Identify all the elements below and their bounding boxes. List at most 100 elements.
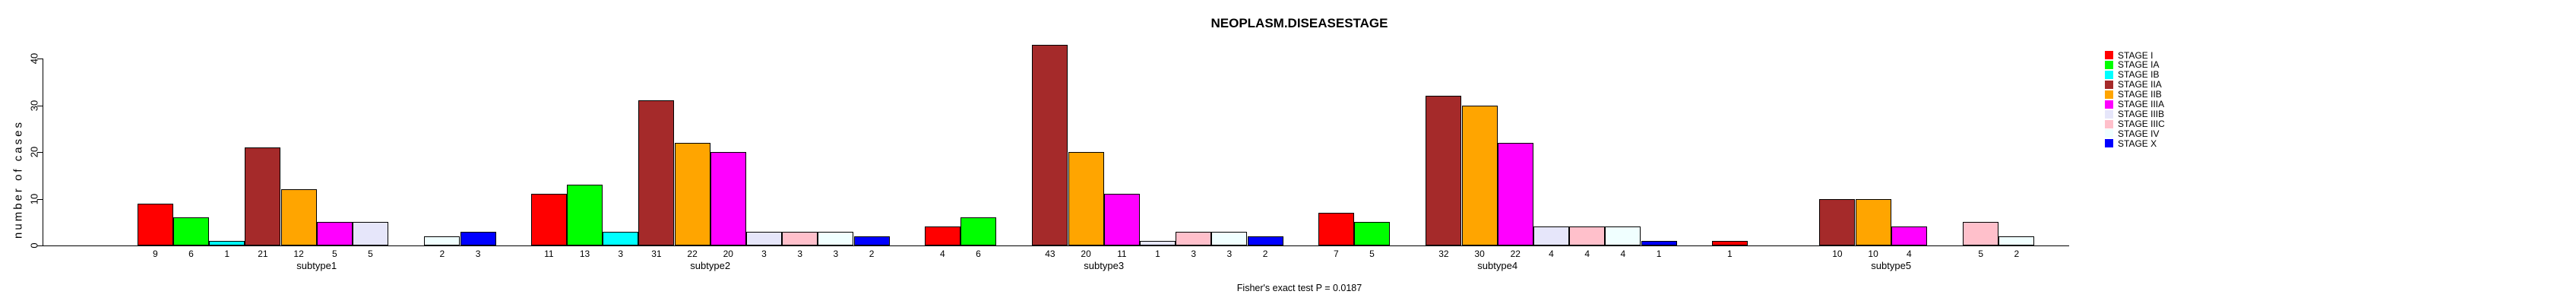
legend-swatch <box>2105 119 2113 128</box>
bar-value-label: 2 <box>2014 249 2020 259</box>
bar-stage-iiia-subtype2 <box>710 152 746 245</box>
legend-label: STAGE X <box>2118 138 2157 149</box>
x-category-label: subtype3 <box>1084 260 1125 271</box>
bar-value-label: 3 <box>761 249 767 259</box>
y-tick <box>37 198 43 200</box>
x-category-label: subtype4 <box>1477 260 1518 271</box>
bar-stage-iia-subtype2 <box>638 100 675 245</box>
bar-value-label: 3 <box>1226 249 1233 259</box>
bar-stage-i-subtype1 <box>137 203 173 245</box>
bar-stage-x-subtype1 <box>460 231 496 245</box>
bar-value-label: 1 <box>1726 249 1733 259</box>
bar-stage-x-subtype3 <box>1247 236 1283 245</box>
bar-stage-iiia-subtype3 <box>1103 194 1140 245</box>
legend-swatch <box>2105 129 2113 138</box>
bar-stage-i-subtype5 <box>1711 240 1748 245</box>
legend-label: STAGE IIIA <box>2118 99 2165 110</box>
bar-stage-iv-subtype4 <box>1605 226 1641 245</box>
bar-stage-iiia-subtype4 <box>1497 142 1533 245</box>
bar-value-label: 2 <box>1262 249 1268 259</box>
legend-item: STAGE IIA <box>2105 79 2162 90</box>
bar-stage-iib-subtype1 <box>280 189 317 245</box>
bar-stage-ia-subtype3 <box>960 217 997 245</box>
bar-stage-iiic-subtype4 <box>1569 226 1606 245</box>
bar-value-label: 6 <box>976 249 981 259</box>
bar-value-label: 32 <box>1438 249 1449 259</box>
bar-stage-iia-subtype1 <box>245 147 281 245</box>
x-category-label: subtype1 <box>296 260 337 271</box>
bar-stage-iib-subtype5 <box>1855 198 1891 245</box>
y-tick-label: 0 <box>28 242 40 249</box>
footer-stat-text: Fisher's exact test P = 0.0187 <box>1236 283 1362 293</box>
y-tick-label: 20 <box>28 146 40 158</box>
bar-stage-ib-subtype1 <box>209 240 245 245</box>
bar-stage-iia-subtype4 <box>1426 96 1462 245</box>
bar-value-label: 4 <box>1620 249 1626 259</box>
bar-stage-iv-subtype3 <box>1211 231 1248 245</box>
bar-stage-ia-subtype2 <box>566 185 603 245</box>
y-tick-label: 10 <box>28 193 40 204</box>
bar-stage-iiia-subtype5 <box>1891 226 1927 245</box>
bar-stage-ia-subtype4 <box>1353 222 1391 245</box>
bar-stage-i-subtype2 <box>530 194 567 245</box>
legend-swatch <box>2105 109 2113 119</box>
chart-title: NEOPLASM.DISEASESTAGE <box>1210 16 1388 30</box>
y-tick <box>37 152 43 153</box>
bar-stage-x-subtype4 <box>1641 240 1677 245</box>
legend-item: STAGE IIIB <box>2105 109 2164 119</box>
legend-label: STAGE IV <box>2118 128 2160 139</box>
legend-label: STAGE IIB <box>2118 89 2162 100</box>
bar-stage-iia-subtype3 <box>1032 44 1068 245</box>
bar-value-label: 5 <box>368 249 373 259</box>
legend-label: STAGE IIIC <box>2118 119 2165 129</box>
bar-value-label: 4 <box>1549 249 1554 259</box>
bar-value-label: 4 <box>939 249 945 259</box>
bar-stage-iiib-subtype3 <box>1139 240 1176 245</box>
legend-item: STAGE IA <box>2105 59 2160 71</box>
bar-value-label: 31 <box>651 249 662 259</box>
legend-item: STAGE IV <box>2105 128 2160 139</box>
bar-value-label: 3 <box>1191 249 1197 259</box>
bar-value-label: 7 <box>1333 249 1339 259</box>
bar-stage-iiib-subtype4 <box>1533 226 1570 245</box>
bar-value-label: 4 <box>1906 249 1912 259</box>
bar-value-label: 11 <box>544 249 554 259</box>
bar-value-label: 30 <box>1474 249 1485 259</box>
y-tick-label: 30 <box>28 100 40 111</box>
x-category-label: subtype5 <box>1871 260 1912 271</box>
legend-swatch <box>2105 80 2113 89</box>
bar-value-label: 5 <box>1369 249 1375 259</box>
bar-stage-iv-subtype2 <box>818 231 854 245</box>
bar-stage-iib-subtype4 <box>1461 105 1498 245</box>
bar-stage-iiib-subtype1 <box>352 222 389 245</box>
bar-value-label: 1 <box>1656 249 1662 259</box>
bar-value-label: 4 <box>1584 249 1590 259</box>
bar-stage-i-subtype3 <box>924 226 960 245</box>
bar-value-label: 5 <box>1978 249 1984 259</box>
bar-value-label: 5 <box>331 249 337 259</box>
bar-stage-iv-subtype1 <box>424 236 460 245</box>
bar-stage-iiic-subtype5 <box>1963 222 1999 245</box>
bar-value-label: 2 <box>869 249 875 259</box>
legend-swatch <box>2105 139 2113 148</box>
bar-value-label: 43 <box>1045 249 1055 259</box>
bar-value-label: 1 <box>1155 249 1160 259</box>
legend-label: STAGE IIA <box>2118 79 2162 90</box>
bar-value-label: 10 <box>1832 249 1843 259</box>
legend-swatch <box>2105 51 2113 59</box>
legend-label: STAGE IA <box>2118 59 2160 71</box>
bar-value-label: 22 <box>687 249 698 259</box>
bar-value-label: 3 <box>618 249 624 259</box>
bar-stage-x-subtype2 <box>853 236 890 245</box>
legend-item: STAGE X <box>2105 138 2157 149</box>
bar-value-label: 10 <box>1868 249 1878 259</box>
bar-stage-iib-subtype2 <box>674 142 710 245</box>
bar-value-label: 6 <box>188 249 194 259</box>
legend-item: STAGE I <box>2105 50 2153 61</box>
legend-swatch <box>2105 70 2113 79</box>
legend-item: STAGE IIB <box>2105 89 2162 100</box>
legend-item: STAGE IB <box>2105 69 2160 81</box>
x-axis-line <box>43 245 2069 246</box>
legend-label: STAGE IB <box>2118 69 2160 81</box>
